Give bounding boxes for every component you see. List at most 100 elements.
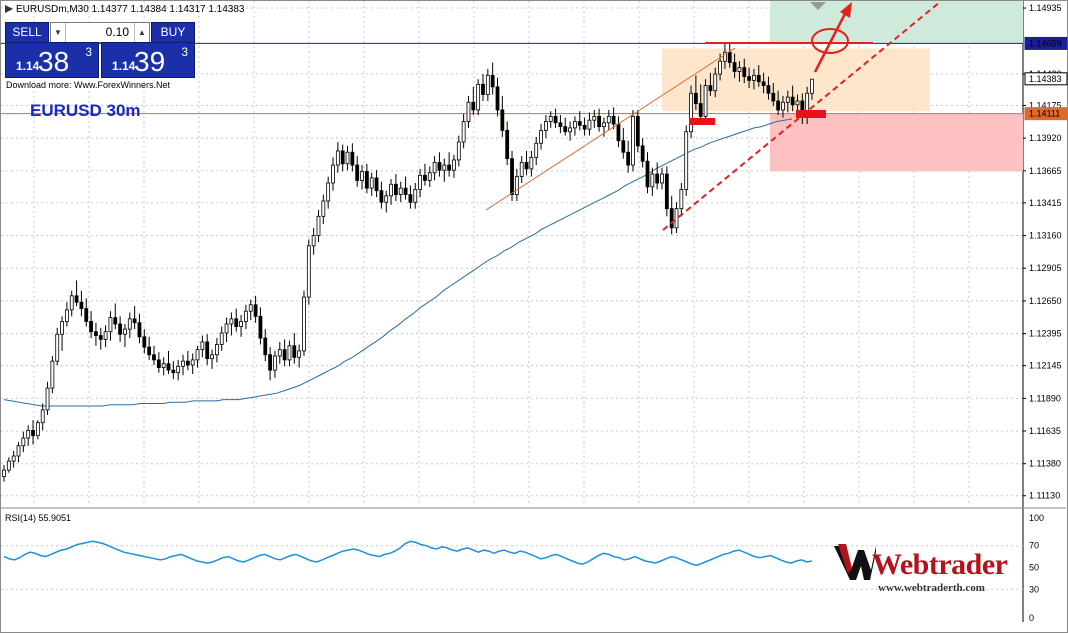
- candle: [713, 67, 718, 98]
- candle: [708, 72, 713, 96]
- rsi-line-layer: [3, 540, 813, 567]
- candle: [616, 116, 621, 148]
- candle: [16, 441, 21, 463]
- webtrader-logo: Webtrader www.webtraderth.com: [832, 540, 1012, 600]
- logo-url: www.webtraderth.com: [878, 582, 985, 594]
- candle: [432, 156, 437, 181]
- candle: [321, 194, 326, 225]
- rsi-tick-label: 50: [1029, 563, 1039, 573]
- channel-line: [485, 47, 736, 211]
- candle: [311, 227, 316, 255]
- rsi-label: RSI(14) 55.9051: [5, 513, 72, 523]
- candle: [456, 135, 461, 167]
- candle: [273, 350, 277, 378]
- candle: [108, 311, 113, 341]
- candle: [500, 95, 505, 137]
- candle: [345, 145, 350, 171]
- candle: [79, 290, 84, 317]
- price-tick-label: 1.11635: [1029, 426, 1061, 436]
- zone-buy-target: [770, 1, 1023, 44]
- candle: [195, 345, 200, 368]
- candle: [645, 152, 650, 194]
- candle: [147, 336, 152, 360]
- candle: [689, 85, 693, 139]
- buy-button[interactable]: BUY: [151, 22, 195, 43]
- candle: [224, 317, 229, 342]
- buy-price-button[interactable]: 1.14 39 3: [101, 42, 195, 78]
- price-tick-label: 1.13665: [1029, 166, 1062, 176]
- candle: [282, 339, 287, 367]
- price-tick-label: 1.11130: [1029, 491, 1060, 501]
- candle: [306, 239, 311, 305]
- price-tick-label: 1.14175: [1029, 100, 1062, 110]
- candle: [176, 359, 181, 381]
- rsi-line: [3, 540, 813, 567]
- sell-price-small: 1.14: [16, 59, 40, 73]
- candle: [374, 170, 379, 198]
- break-target-circle: [811, 28, 849, 54]
- candle: [582, 117, 587, 136]
- candle: [752, 68, 756, 90]
- candle: [727, 43, 732, 68]
- candle: [214, 338, 219, 363]
- price-label-text: 1.14383: [1029, 74, 1062, 84]
- candle: [219, 326, 224, 351]
- buy-price-small: 1.14: [112, 59, 136, 73]
- candle: [6, 457, 11, 473]
- sell-price-big: 38: [38, 46, 70, 77]
- lot-size-field[interactable]: ▼ 0.10 ▲: [50, 22, 150, 43]
- candle: [50, 356, 55, 394]
- lot-size-value[interactable]: 0.10: [105, 25, 129, 39]
- price-tick-label: 1.12905: [1029, 263, 1062, 273]
- candle: [795, 94, 800, 113]
- candle: [171, 361, 176, 380]
- candle: [413, 183, 418, 209]
- candle: [466, 95, 471, 128]
- price-label-text: 1.14659: [1029, 38, 1062, 48]
- breakout-arrow-head: [840, 2, 852, 18]
- candle: [723, 43, 727, 69]
- candle: [790, 85, 795, 112]
- candle: [263, 329, 268, 362]
- candle: [747, 67, 752, 89]
- rsi-tick-label: 0: [1029, 613, 1034, 623]
- candle: [573, 116, 577, 136]
- candle: [45, 381, 50, 415]
- candle: [84, 298, 89, 327]
- candle: [505, 121, 510, 166]
- candle: [742, 58, 747, 84]
- candle: [766, 76, 771, 100]
- candle: [606, 109, 611, 131]
- candle: [185, 350, 190, 371]
- candle: [679, 183, 684, 217]
- lot-increase-icon[interactable]: ▲: [134, 23, 149, 42]
- price-tick-label: 1.12145: [1029, 361, 1062, 371]
- price-tick-label: 1.11890: [1029, 393, 1061, 403]
- candle: [302, 290, 306, 357]
- candle: [340, 144, 345, 172]
- candle: [142, 329, 147, 354]
- candle: [350, 143, 355, 172]
- candle: [161, 357, 166, 376]
- ma-line: [3, 118, 793, 407]
- candle: [364, 163, 369, 194]
- buy-price-big: 39: [134, 46, 166, 77]
- chart-header: EURUSDm,M30 1.14377 1.14384 1.14317 1.14…: [5, 4, 245, 15]
- chart-header-text: EURUSDm,M30 1.14377 1.14384 1.14317 1.14…: [16, 4, 245, 15]
- sell-price-button[interactable]: 1.14 38 3: [5, 42, 99, 78]
- candle: [485, 68, 490, 101]
- candle: [529, 150, 534, 177]
- candle: [785, 90, 790, 113]
- candle: [152, 345, 156, 366]
- candle: [810, 78, 814, 100]
- candle: [398, 181, 403, 203]
- rsi-grid: [1, 545, 1023, 590]
- candle: [292, 332, 297, 364]
- candle: [60, 316, 64, 351]
- candle: [640, 138, 645, 168]
- candle: [200, 335, 205, 358]
- candle: [234, 308, 239, 332]
- candle: [21, 431, 26, 453]
- lot-decrease-icon[interactable]: ▼: [51, 23, 66, 42]
- sell-button[interactable]: SELL: [5, 22, 49, 43]
